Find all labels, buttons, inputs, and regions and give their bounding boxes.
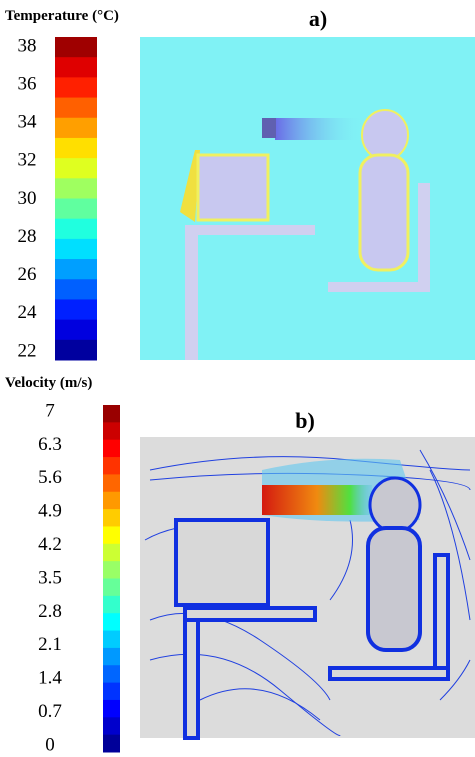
jet xyxy=(262,485,372,515)
body xyxy=(368,528,420,650)
colorbar-segment xyxy=(103,579,120,597)
colorbar-segment xyxy=(103,544,120,562)
figure: Temperature (°C) a) Velocity (m/s) b) xyxy=(0,0,475,757)
colorbar-segment xyxy=(103,648,120,666)
head xyxy=(370,478,420,532)
tick-label: 24 xyxy=(18,302,38,323)
tick-label: 26 xyxy=(18,264,37,285)
head xyxy=(362,110,408,160)
tick-label: 38 xyxy=(18,35,37,56)
colorbar-segment xyxy=(103,422,120,440)
tick-label: 1.4 xyxy=(38,668,62,689)
tick-label: 32 xyxy=(18,150,37,171)
body xyxy=(360,155,408,270)
colorbar-segment xyxy=(55,219,97,240)
colorbar-segment xyxy=(55,158,97,179)
monitor xyxy=(176,520,268,605)
chair-seat xyxy=(328,282,430,292)
panel-label: b) xyxy=(295,408,315,433)
colorbar-segment xyxy=(55,118,97,139)
colorbar-segment xyxy=(103,700,120,718)
colorbar-segment xyxy=(103,474,120,492)
desk xyxy=(185,608,315,620)
colorbar-segment xyxy=(55,259,97,280)
tick-label: 28 xyxy=(18,226,37,247)
desk-leg xyxy=(185,235,198,360)
colorbar-title: Temperature (°C) xyxy=(5,8,119,24)
colorbar-title: Velocity (m/s) xyxy=(5,375,92,391)
colorbar-segment xyxy=(103,526,120,544)
tick-label: 0 xyxy=(45,734,55,755)
tick-label: 36 xyxy=(18,73,37,94)
chair-back xyxy=(418,183,430,290)
tick-label: 7 xyxy=(45,400,55,421)
colorbar-segment xyxy=(103,492,120,510)
colorbar-segment xyxy=(55,77,97,98)
colorbar-segment xyxy=(103,631,120,649)
colorbar-segment xyxy=(55,340,97,361)
colorbar-segment xyxy=(103,665,120,683)
colorbar-segment xyxy=(55,279,97,300)
colorbar-segment xyxy=(103,561,120,579)
monitor xyxy=(198,155,268,220)
chair-seat xyxy=(330,668,448,679)
air-inlet xyxy=(262,118,276,138)
colorbar-segment xyxy=(55,138,97,159)
panel-label: a) xyxy=(309,6,327,31)
colorbar-segment xyxy=(55,239,97,260)
colorbar-segment xyxy=(103,405,120,423)
tick-label: 4.9 xyxy=(38,501,62,522)
colorbar-segment xyxy=(103,613,120,631)
tick-label: 22 xyxy=(18,340,37,361)
tick-label: 2.1 xyxy=(38,634,62,655)
temperature-field xyxy=(140,37,475,360)
tick-label: 6.3 xyxy=(38,434,62,455)
cold-plume xyxy=(275,118,365,140)
velocity-field xyxy=(140,437,475,738)
colorbar-segment xyxy=(55,57,97,78)
tick-label: 2.8 xyxy=(38,601,62,622)
colorbar-segment xyxy=(103,683,120,701)
colorbar-segment xyxy=(103,717,120,735)
colorbar-segment xyxy=(55,37,97,58)
colorbar-segment xyxy=(103,509,120,527)
tick-label: 0.7 xyxy=(38,701,62,722)
tick-label: 4.2 xyxy=(38,534,62,555)
tick-label: 34 xyxy=(18,112,38,133)
colorbar-segment xyxy=(55,178,97,199)
colorbar-segment xyxy=(55,320,97,341)
tick-label: 3.5 xyxy=(38,567,62,588)
desk-leg xyxy=(185,620,198,738)
tick-label: 30 xyxy=(18,188,37,209)
colorbar-segment xyxy=(55,299,97,320)
colorbar-segment xyxy=(103,596,120,614)
chair-back xyxy=(435,555,448,675)
colorbar-segment xyxy=(55,98,97,119)
colorbar-segment xyxy=(55,199,97,220)
colorbar-segment xyxy=(103,440,120,458)
desk xyxy=(185,225,315,235)
colorbar-segment xyxy=(103,457,120,475)
colorbar-segment xyxy=(103,735,120,753)
tick-label: 5.6 xyxy=(38,467,62,488)
